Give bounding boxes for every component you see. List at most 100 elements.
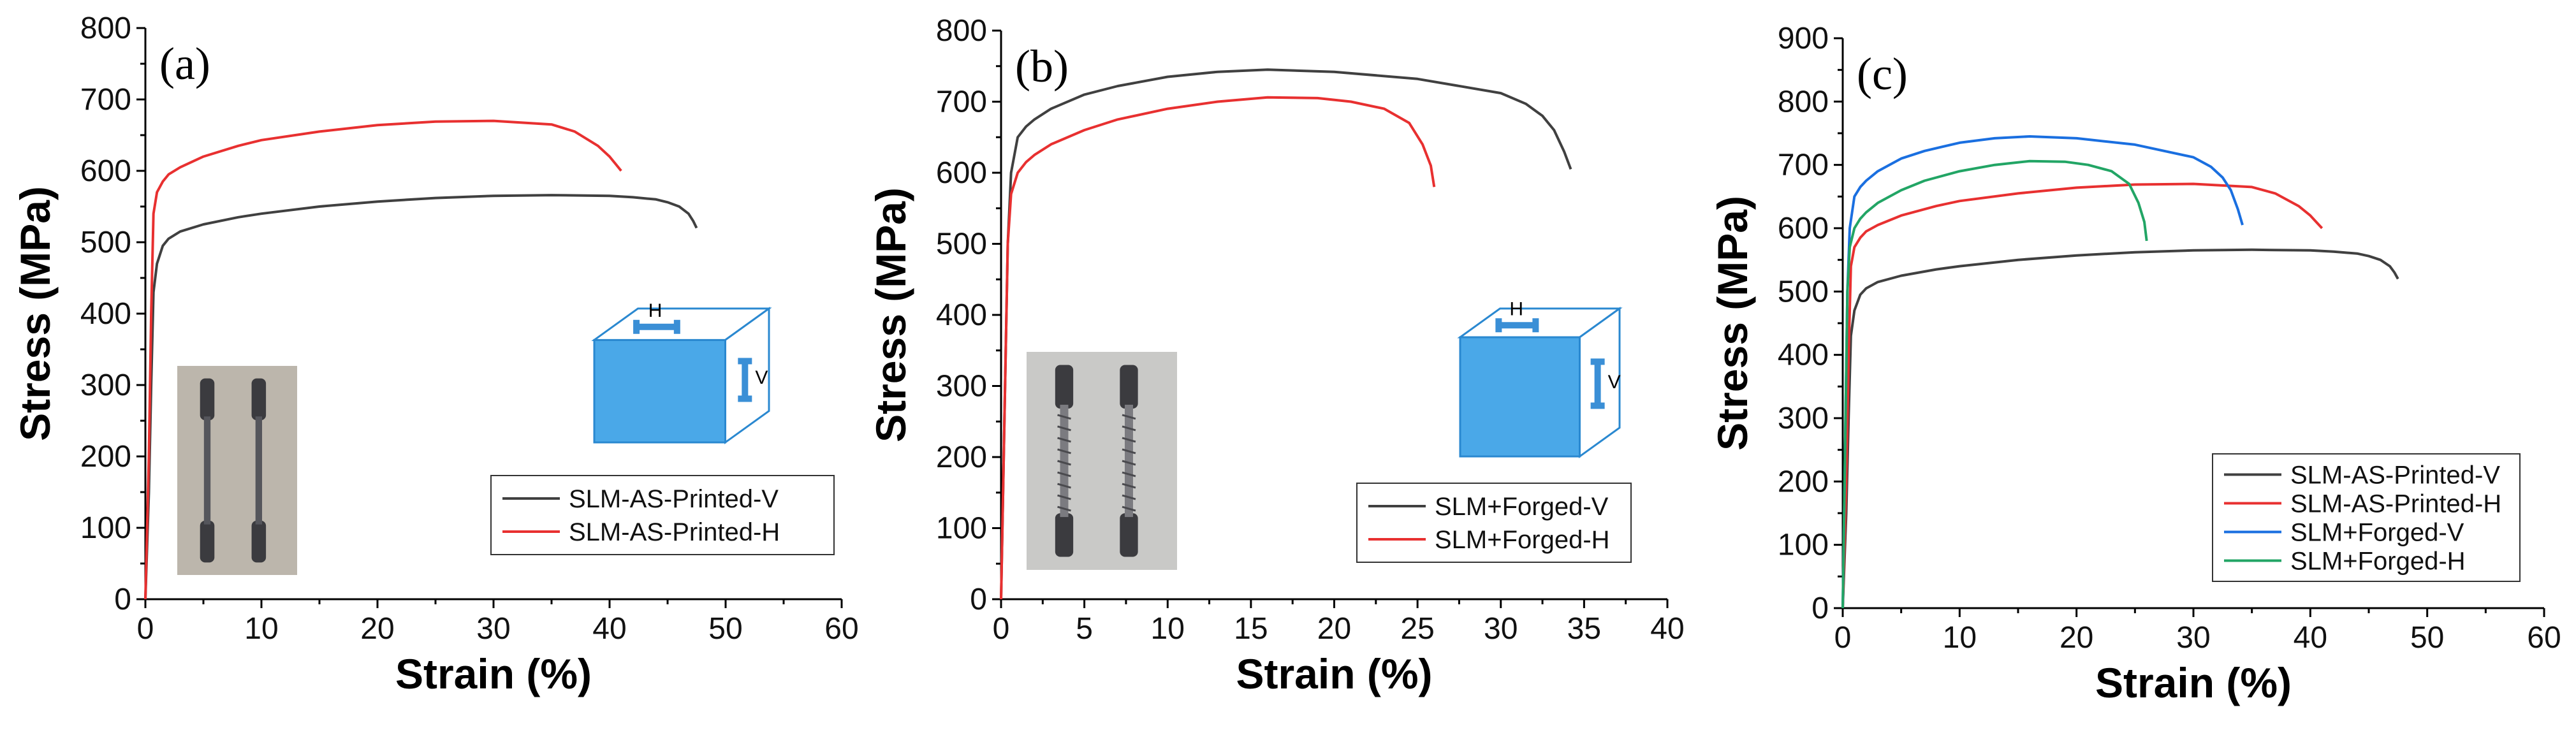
specimen-gauge — [203, 416, 211, 525]
thread-mark — [1122, 414, 1136, 420]
series-line-slm-forged-h — [1000, 96, 1436, 600]
legend-label: SLM-AS-Printed-V — [569, 485, 779, 513]
thread-mark — [1057, 448, 1071, 455]
chart-panel-a: 0 10 20 30 40 50 600100200300400500600700800St… — [11, 11, 859, 697]
x-tick-label: 60 — [2527, 621, 2561, 655]
thread-mark — [1122, 506, 1136, 512]
y-tick-label: 600 — [1778, 212, 1829, 245]
specimen-grip — [1055, 513, 1074, 557]
series-line-slm-as-printed-h — [144, 119, 622, 600]
x-tick-label: 0 — [137, 612, 154, 646]
y-tick-label: 300 — [936, 370, 987, 404]
specimen-photo — [1027, 352, 1177, 570]
y-tick-label: 400 — [936, 298, 987, 332]
x-tick-label: 15 — [1234, 612, 1268, 646]
y-tick-label: 600 — [936, 156, 987, 190]
x-tick-label: 0 — [993, 612, 1010, 646]
thread-mark — [1057, 483, 1071, 489]
y-tick-label: 800 — [1778, 85, 1829, 119]
specimen-gauge — [1060, 404, 1069, 518]
series-line-slm-forged-v — [1841, 135, 2244, 609]
y-tick-label: 700 — [80, 83, 131, 117]
thread-mark — [1122, 494, 1136, 500]
y-tick-label: 200 — [936, 440, 987, 474]
thread-mark — [1057, 437, 1071, 443]
thread-mark — [1057, 506, 1071, 512]
thread-mark — [1122, 425, 1136, 432]
v-label: V — [755, 367, 768, 388]
chart-panel-b: 0 5 10 15 20 25 30 35 40010020030040050060070080… — [867, 14, 1685, 697]
legend: SLM-AS-Printed-VSLM-AS-Printed-HSLM+Forg… — [2212, 453, 2521, 582]
y-tick-label: 300 — [1778, 402, 1829, 435]
x-tick-label: 20 — [1317, 612, 1351, 646]
thread-mark — [1122, 460, 1136, 466]
x-tick-label: 0 — [1834, 621, 1852, 655]
x-axis-title: Strain (%) — [2095, 659, 2292, 706]
x-tick-label: 30 — [476, 612, 510, 646]
series-line-slm-as-printed-v — [1841, 248, 2399, 609]
y-tick-label: 400 — [80, 297, 131, 331]
y-tick-label: 100 — [1778, 528, 1829, 562]
h-label: H — [648, 300, 662, 321]
legend-label: SLM+Forged-V — [1435, 493, 1609, 521]
thread-mark — [1057, 460, 1071, 466]
chart-panel-c: 0 10 20 30 40 50 60010020030040050060070080090… — [1709, 22, 2561, 706]
x-tick-label: 30 — [1484, 612, 1518, 646]
photo-background — [177, 366, 297, 575]
y-tick-label: 0 — [1811, 592, 1829, 625]
v-specimen-icon-end — [738, 395, 752, 402]
specimen-grip — [251, 520, 267, 563]
x-axis-title: Strain (%) — [395, 650, 592, 697]
thread-mark — [1122, 437, 1136, 443]
h-specimen-icon — [636, 323, 678, 330]
y-axis-title: Stress (MPa) — [11, 186, 59, 441]
y-tick-label: 500 — [936, 228, 987, 261]
thread-mark — [1057, 414, 1071, 420]
y-tick-label: 900 — [1778, 22, 1829, 55]
series-line-slm-as-printed-h — [1841, 182, 2324, 609]
v-specimen-icon-end — [1590, 358, 1605, 365]
x-tick-label: 20 — [360, 612, 394, 646]
legend: SLM-AS-Printed-V SLM-AS-Printed-H — [490, 475, 835, 555]
h-specimen-icon — [1498, 322, 1537, 329]
v-specimen-icon — [1594, 361, 1601, 407]
box-front-face — [593, 338, 726, 444]
x-tick-label: 40 — [592, 612, 626, 646]
orientation-box-diagram: HV — [1457, 298, 1623, 458]
specimen-gauge — [1124, 404, 1133, 518]
specimen-grip — [1055, 365, 1074, 409]
specimen-grip — [251, 378, 267, 421]
legend: SLM+Forged-V SLM+Forged-H — [1356, 483, 1632, 563]
legend-label: SLM-AS-Printed-V — [2290, 462, 2500, 490]
series-line-slm-forged-v — [1000, 68, 1572, 600]
series-line-slm-as-printed-v — [144, 194, 698, 600]
x-tick-label: 5 — [1076, 612, 1093, 646]
orientation-box-diagram: HV — [591, 300, 772, 444]
y-tick-label: 100 — [80, 511, 131, 545]
y-axis-title: Stress (MPa) — [1709, 196, 1756, 451]
x-tick-label: 30 — [2176, 621, 2210, 655]
x-tick-label: 25 — [1400, 612, 1434, 646]
h-label: H — [1509, 298, 1523, 319]
h-specimen-icon-end — [633, 319, 640, 334]
x-tick-label: 50 — [2410, 621, 2444, 655]
specimen-grip — [1120, 513, 1138, 557]
legend-label: SLM+Forged-H — [2290, 548, 2466, 576]
v-specimen-icon-end — [1590, 402, 1605, 409]
thread-mark — [1057, 471, 1071, 477]
y-axis-title: Stress (MPa) — [867, 187, 914, 442]
legend-box — [490, 475, 835, 555]
thread-mark — [1122, 448, 1136, 455]
legend-box — [1356, 483, 1632, 563]
x-tick-label: 10 — [244, 612, 278, 646]
h-specimen-icon-end — [1495, 318, 1502, 333]
x-axis-title: Strain (%) — [1236, 650, 1432, 697]
x-tick-label: 20 — [2060, 621, 2093, 655]
legend-label: SLM+Forged-V — [2290, 519, 2464, 547]
x-tick-label: 35 — [1567, 612, 1601, 646]
thread-mark — [1057, 425, 1071, 432]
y-tick-label: 400 — [1778, 338, 1829, 372]
series-line-slm-forged-h — [1841, 159, 2148, 609]
y-tick-label: 0 — [114, 583, 131, 616]
